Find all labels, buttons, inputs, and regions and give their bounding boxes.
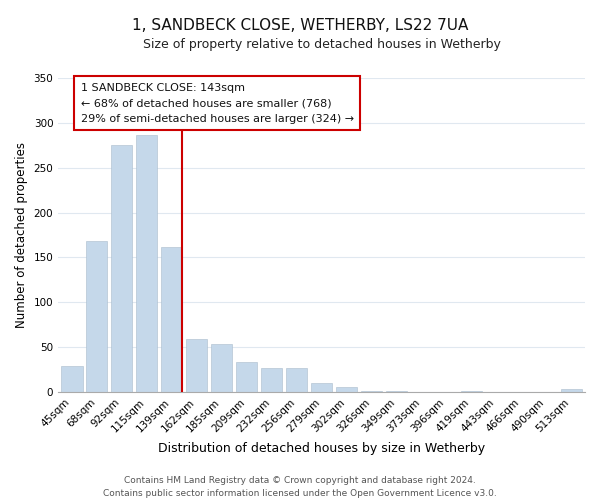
Bar [261,368,282,392]
Bar [560,390,582,392]
Bar [136,134,157,392]
Text: 1 SANDBECK CLOSE: 143sqm
← 68% of detached houses are smaller (768)
29% of semi-: 1 SANDBECK CLOSE: 143sqm ← 68% of detach… [80,82,354,124]
Text: Contains HM Land Registry data © Crown copyright and database right 2024.
Contai: Contains HM Land Registry data © Crown c… [103,476,497,498]
Bar [236,362,257,392]
Title: Size of property relative to detached houses in Wetherby: Size of property relative to detached ho… [143,38,500,51]
Y-axis label: Number of detached properties: Number of detached properties [15,142,28,328]
Text: 1, SANDBECK CLOSE, WETHERBY, LS22 7UA: 1, SANDBECK CLOSE, WETHERBY, LS22 7UA [132,18,468,32]
Bar [161,246,182,392]
Bar [286,368,307,392]
Bar [111,146,133,392]
X-axis label: Distribution of detached houses by size in Wetherby: Distribution of detached houses by size … [158,442,485,455]
Bar [211,344,232,392]
Bar [311,383,332,392]
Bar [61,366,83,392]
Bar [336,388,357,392]
Bar [361,391,382,392]
Bar [186,339,208,392]
Bar [86,242,107,392]
Bar [386,391,407,392]
Bar [461,391,482,392]
